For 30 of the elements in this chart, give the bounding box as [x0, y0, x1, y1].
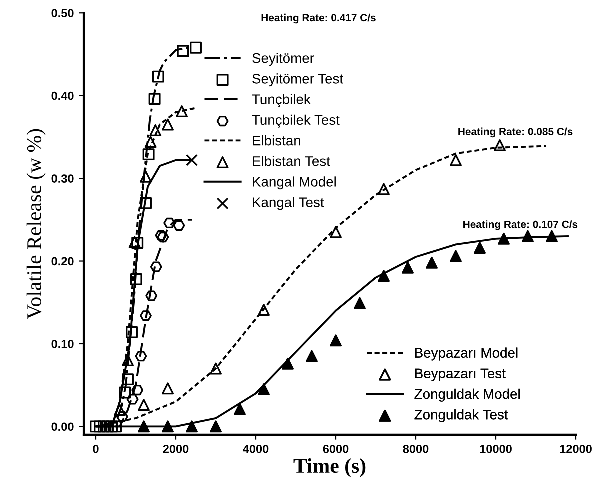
x-tick-label: 0	[93, 445, 99, 454]
legend-label: Zonguldak Model	[414, 388, 520, 402]
x-tick-label: 2000	[163, 445, 189, 454]
y-tick-label: 0.10	[52, 340, 74, 348]
y-tick-label: 0.50	[52, 9, 74, 18]
x-tick-label: 4000	[243, 445, 269, 454]
legend-label: Tunçbilek Test	[252, 114, 340, 128]
y-tick-label: 0.40	[52, 92, 74, 100]
legend-label: Seyitömer Test	[252, 74, 344, 87]
y-tick-label: 0.20	[52, 257, 74, 266]
legend-label: Kangal Model	[253, 176, 336, 190]
legend-label: Seyitömer	[252, 53, 314, 66]
x-tick-label: 10000	[480, 445, 512, 454]
legend-label: Beypazarı Model	[415, 348, 518, 361]
annotation: Heating Rate: 0.107 C/s	[464, 220, 578, 230]
x-tick-label: 12000	[560, 445, 592, 454]
annotation: Heating Rate: 0.417 C/s	[262, 14, 376, 24]
y-axis-title: Volatile Release (w %)	[26, 129, 46, 320]
annotation: Heating Rate: 0.085 C/s	[458, 128, 573, 138]
legend-label: Kangal Test	[253, 197, 324, 210]
legend-label: Zonguldak Test	[414, 410, 508, 422]
y-tick-label: 0.00	[52, 422, 74, 432]
legend-label: Elbistan Test	[253, 156, 330, 166]
y-tick-label: 0.30	[52, 174, 74, 183]
legend-label: Elbistan	[253, 136, 300, 146]
legend-label: Tunçbilek	[252, 94, 311, 108]
x-tick-label: 8000	[403, 445, 429, 454]
legend-label: Beypazarı Test	[415, 368, 506, 382]
x-tick-label: 6000	[323, 445, 349, 454]
x-axis-title: Time (s)	[294, 458, 366, 478]
